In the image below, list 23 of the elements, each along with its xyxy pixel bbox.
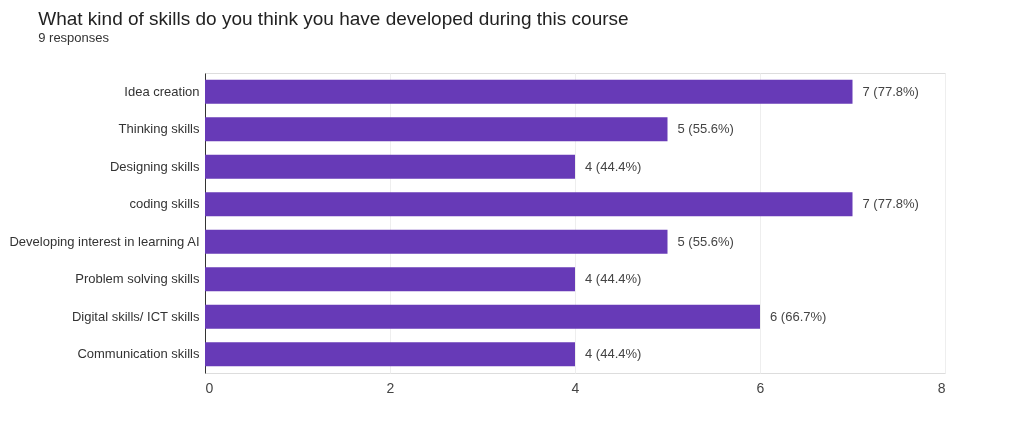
data-label: 6 (66.7%) xyxy=(770,308,827,324)
y-tick-label: Problem solving skills xyxy=(75,271,200,287)
data-label: 4 (44.4%) xyxy=(585,271,642,287)
y-tick-label: Digital skills/ ICT skills xyxy=(71,308,200,324)
chart-title: What kind of skills do you think you have developed during this course xyxy=(38,8,629,29)
y-tick-label: Communication skills xyxy=(77,346,200,362)
data-label: 4 (44.4%) xyxy=(585,158,642,174)
x-tick-label: 4 xyxy=(571,379,580,396)
y-tick-label: Thinking skills xyxy=(118,121,200,137)
data-label: 7 (77.8%) xyxy=(862,83,919,99)
y-tick-label: Developing interest in learning AI xyxy=(9,233,200,249)
x-tick-label: 0 xyxy=(205,379,214,396)
data-label: 5 (55.6%) xyxy=(677,121,734,137)
x-tick-label: 2 xyxy=(386,379,395,396)
text: 9 responses xyxy=(38,30,110,45)
data-label: 4 (44.4%) xyxy=(585,346,642,362)
y-tick-label: Designing skills xyxy=(109,158,200,174)
x-tick-label: 6 xyxy=(756,379,765,396)
x-tick-label: 8 xyxy=(937,379,946,396)
data-label: 7 (77.8%) xyxy=(862,196,919,212)
data-label: 5 (55.6%) xyxy=(677,233,734,249)
y-tick-label: Idea creation xyxy=(124,83,200,99)
y-tick-label: coding skills xyxy=(129,196,200,212)
